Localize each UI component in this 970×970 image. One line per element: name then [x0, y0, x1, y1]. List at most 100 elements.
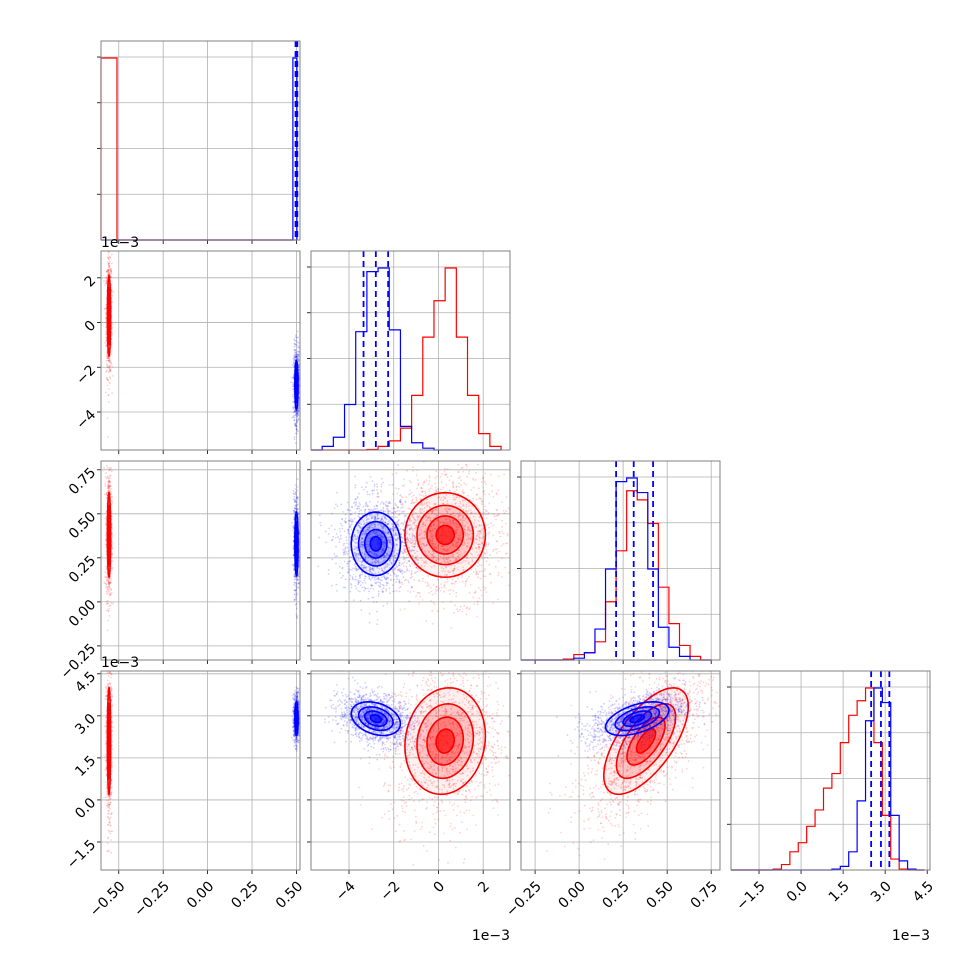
scatter-point — [295, 508, 298, 511]
scatter-point — [292, 381, 295, 384]
scatter-point — [108, 260, 111, 263]
scatter-point — [297, 582, 300, 584]
scatter-point — [380, 588, 383, 591]
scatter-point — [443, 471, 446, 473]
scatter-point — [457, 477, 460, 480]
scatter-point — [434, 482, 437, 485]
scatter-point — [465, 580, 467, 583]
scatter-point — [414, 535, 416, 538]
scatter-point — [454, 543, 457, 545]
scatter-point — [343, 549, 346, 551]
scatter-point — [478, 487, 480, 490]
scatter-point — [295, 353, 298, 356]
scatter-point — [377, 513, 379, 515]
scatter-point — [293, 510, 295, 512]
scatter-point — [471, 512, 473, 514]
scatter-point — [425, 527, 428, 530]
scatter-point — [476, 600, 479, 603]
scatter-point — [463, 491, 465, 494]
scatter-point — [108, 266, 111, 269]
scatter-point — [442, 502, 445, 505]
scatter-point — [455, 545, 457, 548]
scatter-point — [483, 588, 486, 591]
scatter-point — [412, 534, 415, 537]
scatter-point — [437, 520, 440, 523]
scatter-point — [407, 519, 409, 521]
scatter-point — [504, 553, 507, 555]
scatter-point — [111, 500, 113, 502]
scatter-point — [108, 271, 111, 274]
scatter-point — [419, 540, 422, 543]
scatter-point — [294, 492, 297, 495]
scatter-point — [107, 485, 109, 488]
scatter-point — [107, 585, 110, 588]
scatter-point — [106, 575, 109, 578]
scatter-point — [389, 574, 392, 577]
scatter-point — [382, 605, 385, 607]
scatter-point — [436, 579, 439, 581]
scatter-point — [435, 547, 437, 550]
scatter-point — [455, 486, 458, 489]
scatter-point — [455, 595, 458, 598]
scatter-point — [380, 483, 383, 486]
scatter-point — [480, 530, 482, 533]
scatter-point — [506, 542, 509, 545]
scatter-point — [440, 551, 443, 554]
scatter-point — [104, 475, 107, 478]
panel-1-1 — [307, 250, 511, 454]
scatter-point — [423, 481, 426, 484]
scatter-point — [408, 519, 411, 521]
scatter-point — [409, 528, 411, 531]
scatter-point — [407, 555, 410, 558]
scatter-point — [417, 534, 420, 537]
scatter-point — [368, 493, 371, 496]
scatter-point — [109, 256, 111, 258]
scatter-point — [293, 410, 296, 413]
scatter-point — [484, 545, 487, 548]
scatter-point — [107, 490, 110, 492]
scatter-point — [403, 529, 405, 531]
scatter-point — [453, 514, 456, 517]
scatter-point — [383, 577, 386, 580]
scatter-point — [107, 486, 110, 488]
scatter-point — [444, 521, 447, 524]
scatter-point — [441, 570, 444, 572]
scatter-point — [480, 524, 482, 527]
scatter-point — [444, 508, 447, 511]
scatter-point — [431, 537, 434, 540]
scatter-point — [390, 563, 393, 565]
scatter-point — [292, 490, 295, 493]
scatter-point — [107, 609, 110, 612]
scatter-point — [486, 509, 488, 512]
scatter-point — [108, 486, 110, 489]
scatter-point — [294, 596, 297, 598]
scatter-point — [104, 582, 107, 585]
scatter-point — [297, 351, 300, 353]
scatter-point — [458, 496, 461, 499]
scatter-point — [296, 414, 299, 417]
scatter-point — [292, 548, 295, 551]
scatter-point — [478, 539, 481, 542]
scatter-point — [455, 523, 458, 526]
scatter-point — [359, 557, 362, 560]
scatter-point — [451, 481, 454, 484]
scatter-point — [471, 548, 474, 550]
scatter-point — [363, 534, 365, 537]
scatter-point — [382, 571, 385, 573]
scatter-point — [399, 528, 402, 530]
scatter-point — [354, 563, 356, 566]
scatter-point — [463, 528, 466, 531]
scatter-point — [449, 555, 452, 558]
scatter-point — [454, 558, 457, 561]
scatter-point — [416, 487, 418, 490]
scatter-point — [109, 468, 111, 471]
scatter-point — [464, 532, 467, 535]
scatter-point — [384, 510, 387, 513]
scatter-point — [486, 551, 488, 553]
scatter-point — [106, 576, 108, 579]
scatter-point — [505, 510, 508, 513]
scatter-point — [384, 528, 387, 531]
scatter-point — [437, 589, 439, 591]
scatter-point — [394, 567, 396, 570]
scatter-point — [107, 582, 110, 585]
